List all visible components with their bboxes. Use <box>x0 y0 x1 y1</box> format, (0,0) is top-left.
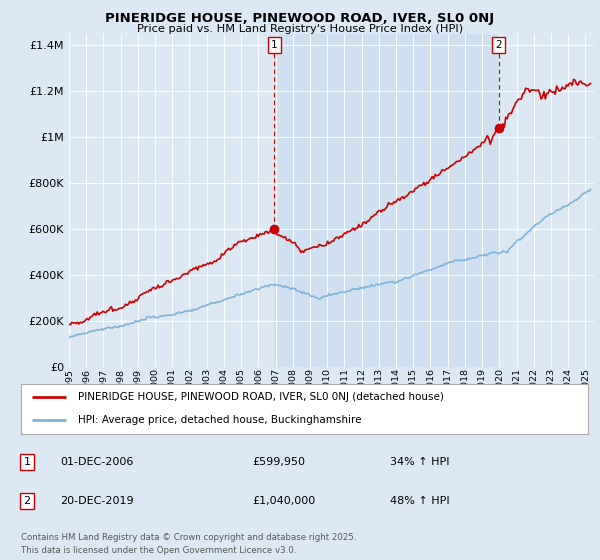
Text: PINERIDGE HOUSE, PINEWOOD ROAD, IVER, SL0 0NJ (detached house): PINERIDGE HOUSE, PINEWOOD ROAD, IVER, SL… <box>78 392 443 402</box>
Text: 2: 2 <box>23 496 31 506</box>
Text: 1: 1 <box>271 40 277 50</box>
Text: 2: 2 <box>496 40 502 50</box>
Text: Contains HM Land Registry data © Crown copyright and database right 2025.: Contains HM Land Registry data © Crown c… <box>21 533 356 542</box>
Text: £599,950: £599,950 <box>252 457 305 467</box>
Text: Price paid vs. HM Land Registry's House Price Index (HPI): Price paid vs. HM Land Registry's House … <box>137 24 463 34</box>
Text: 48% ↑ HPI: 48% ↑ HPI <box>390 496 449 506</box>
Text: PINERIDGE HOUSE, PINEWOOD ROAD, IVER, SL0 0NJ: PINERIDGE HOUSE, PINEWOOD ROAD, IVER, SL… <box>106 12 494 25</box>
Text: 20-DEC-2019: 20-DEC-2019 <box>60 496 134 506</box>
Text: £1,040,000: £1,040,000 <box>252 496 315 506</box>
Bar <box>274 34 499 367</box>
Text: 1: 1 <box>23 457 31 467</box>
Text: This data is licensed under the Open Government Licence v3.0.: This data is licensed under the Open Gov… <box>21 546 296 555</box>
Text: 01-DEC-2006: 01-DEC-2006 <box>60 457 133 467</box>
Text: 34% ↑ HPI: 34% ↑ HPI <box>390 457 449 467</box>
Text: HPI: Average price, detached house, Buckinghamshire: HPI: Average price, detached house, Buck… <box>78 416 361 426</box>
